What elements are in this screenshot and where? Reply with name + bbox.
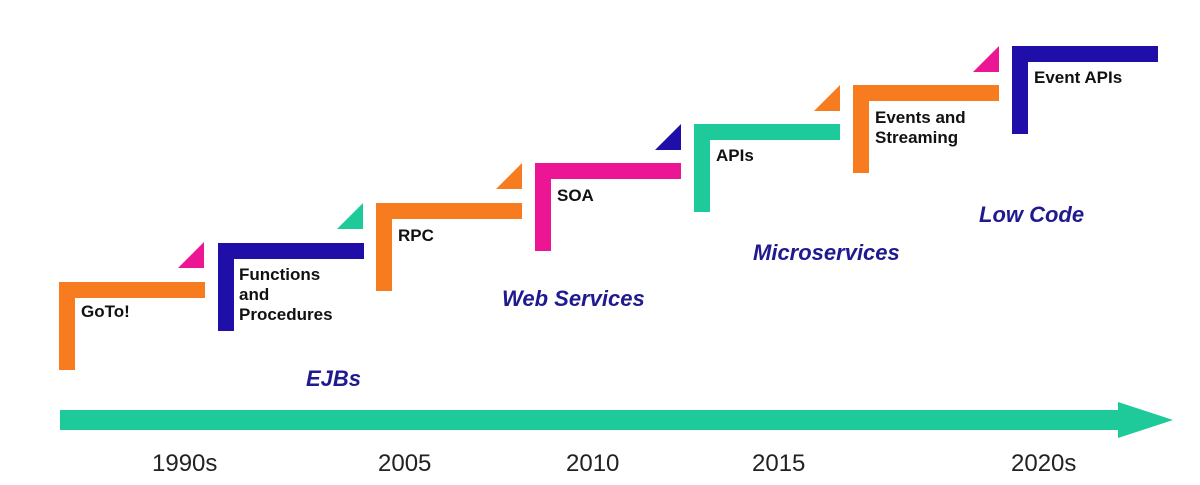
step-bracket-vertical-goto <box>59 282 75 370</box>
era-label-low-code: Low Code <box>979 202 1085 227</box>
step-bracket-horizontal-goto <box>59 282 205 298</box>
year-label-2020s: 2020s <box>1011 450 1077 477</box>
step-accent-triangle-events-and-streaming <box>973 46 999 72</box>
step-label-events-and-streaming: Events and Streaming <box>875 108 966 147</box>
step-accent-triangle-rpc <box>496 163 522 189</box>
step-bracket-horizontal-functions-and-procedures <box>218 243 364 259</box>
step-bracket-horizontal-event-apis <box>1012 46 1158 62</box>
step-label-functions-and-procedures: Functions and Procedures <box>239 265 333 324</box>
step-bracket-vertical-event-apis <box>1012 46 1028 134</box>
step-bracket-horizontal-apis <box>694 124 840 140</box>
step-bracket-vertical-apis <box>694 124 710 212</box>
step-bracket-vertical-functions-and-procedures <box>218 243 234 331</box>
step-label-event-apis: Event APIs <box>1034 68 1123 87</box>
step-label-soa: SOA <box>557 186 594 205</box>
step-accent-triangle-functions-and-procedures <box>337 203 363 229</box>
step-bracket-horizontal-events-and-streaming <box>853 85 999 101</box>
step-label-apis: APIs <box>716 146 754 165</box>
step-bracket-vertical-rpc <box>376 203 392 291</box>
step-bracket-horizontal-soa <box>535 163 681 179</box>
era-label-ejbs: EJBs <box>306 366 362 391</box>
step-label-goto: GoTo! <box>81 302 130 321</box>
timeline-arrow-shaft <box>60 410 1124 430</box>
step-bracket-vertical-soa <box>535 163 551 251</box>
timeline-arrow-head <box>1118 402 1173 438</box>
step-bracket-vertical-events-and-streaming <box>853 85 869 173</box>
year-label-2010: 2010 <box>566 450 620 477</box>
year-label-2015: 2015 <box>752 450 806 477</box>
step-accent-triangle-apis <box>814 85 840 111</box>
step-bracket-horizontal-rpc <box>376 203 522 219</box>
year-label-1990s: 1990s <box>152 450 218 477</box>
era-label-web-services: Web Services <box>502 286 645 311</box>
era-label-microservices: Microservices <box>753 240 900 265</box>
step-label-rpc: RPC <box>398 226 434 245</box>
step-accent-triangle-soa <box>655 124 681 150</box>
year-label-2005: 2005 <box>378 450 432 477</box>
step-accent-triangle-goto <box>178 242 204 268</box>
